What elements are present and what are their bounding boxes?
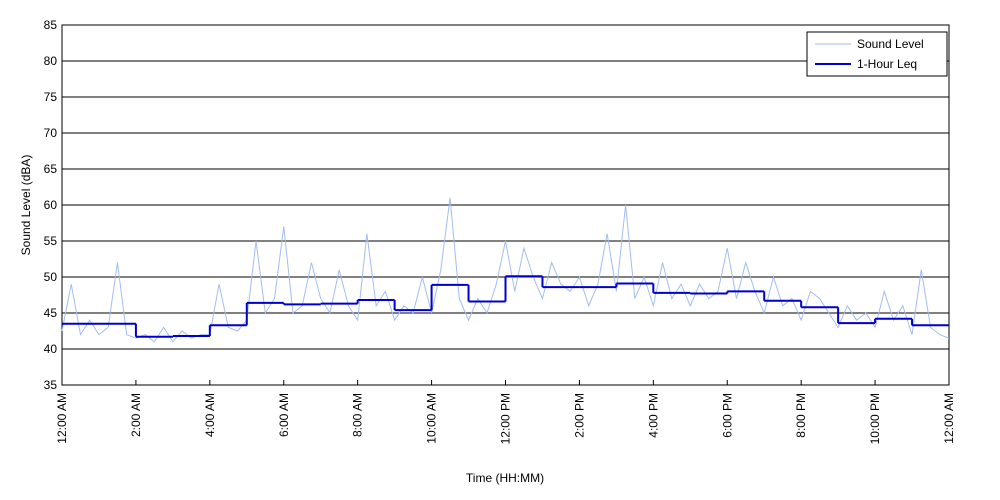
y-tick-label: 40	[44, 342, 58, 356]
y-tick-label: 70	[44, 126, 58, 140]
y-tick-label: 60	[44, 198, 58, 212]
x-tick-label: 4:00 PM	[646, 393, 660, 438]
x-tick-label: 4:00 AM	[203, 393, 217, 437]
y-tick-label: 35	[44, 378, 58, 392]
x-tick-label: 2:00 PM	[572, 393, 586, 438]
legend-box	[806, 31, 948, 77]
x-tick-label: 2:00 AM	[129, 393, 143, 437]
y-tick-label: 85	[44, 18, 58, 32]
x-tick-label: 6:00 PM	[720, 393, 734, 438]
y-axis-label: Sound Level (dBA)	[19, 155, 33, 256]
y-tick-label: 80	[44, 54, 58, 68]
x-tick-label: 12:00 AM	[942, 393, 956, 444]
x-tick-label: 10:00 AM	[425, 393, 439, 444]
y-tick-label: 65	[44, 162, 58, 176]
x-tick-label: 6:00 AM	[277, 393, 291, 437]
y-tick-label: 55	[44, 234, 58, 248]
legend-label: Sound Level	[857, 37, 924, 51]
y-tick-label: 50	[44, 270, 58, 284]
x-axis-label: Time (HH:MM)	[466, 471, 544, 485]
legend-label: 1-Hour Leq	[857, 57, 917, 71]
plot-frame	[61, 24, 950, 386]
x-tick-label: 8:00 AM	[351, 393, 365, 437]
y-tick-label: 75	[44, 90, 58, 104]
x-tick-label: 12:00 AM	[55, 393, 69, 444]
x-tick-label: 12:00 PM	[499, 393, 513, 444]
x-tick-label: 10:00 PM	[868, 393, 882, 444]
y-tick-label: 45	[44, 306, 58, 320]
x-tick-label: 8:00 PM	[794, 393, 808, 438]
